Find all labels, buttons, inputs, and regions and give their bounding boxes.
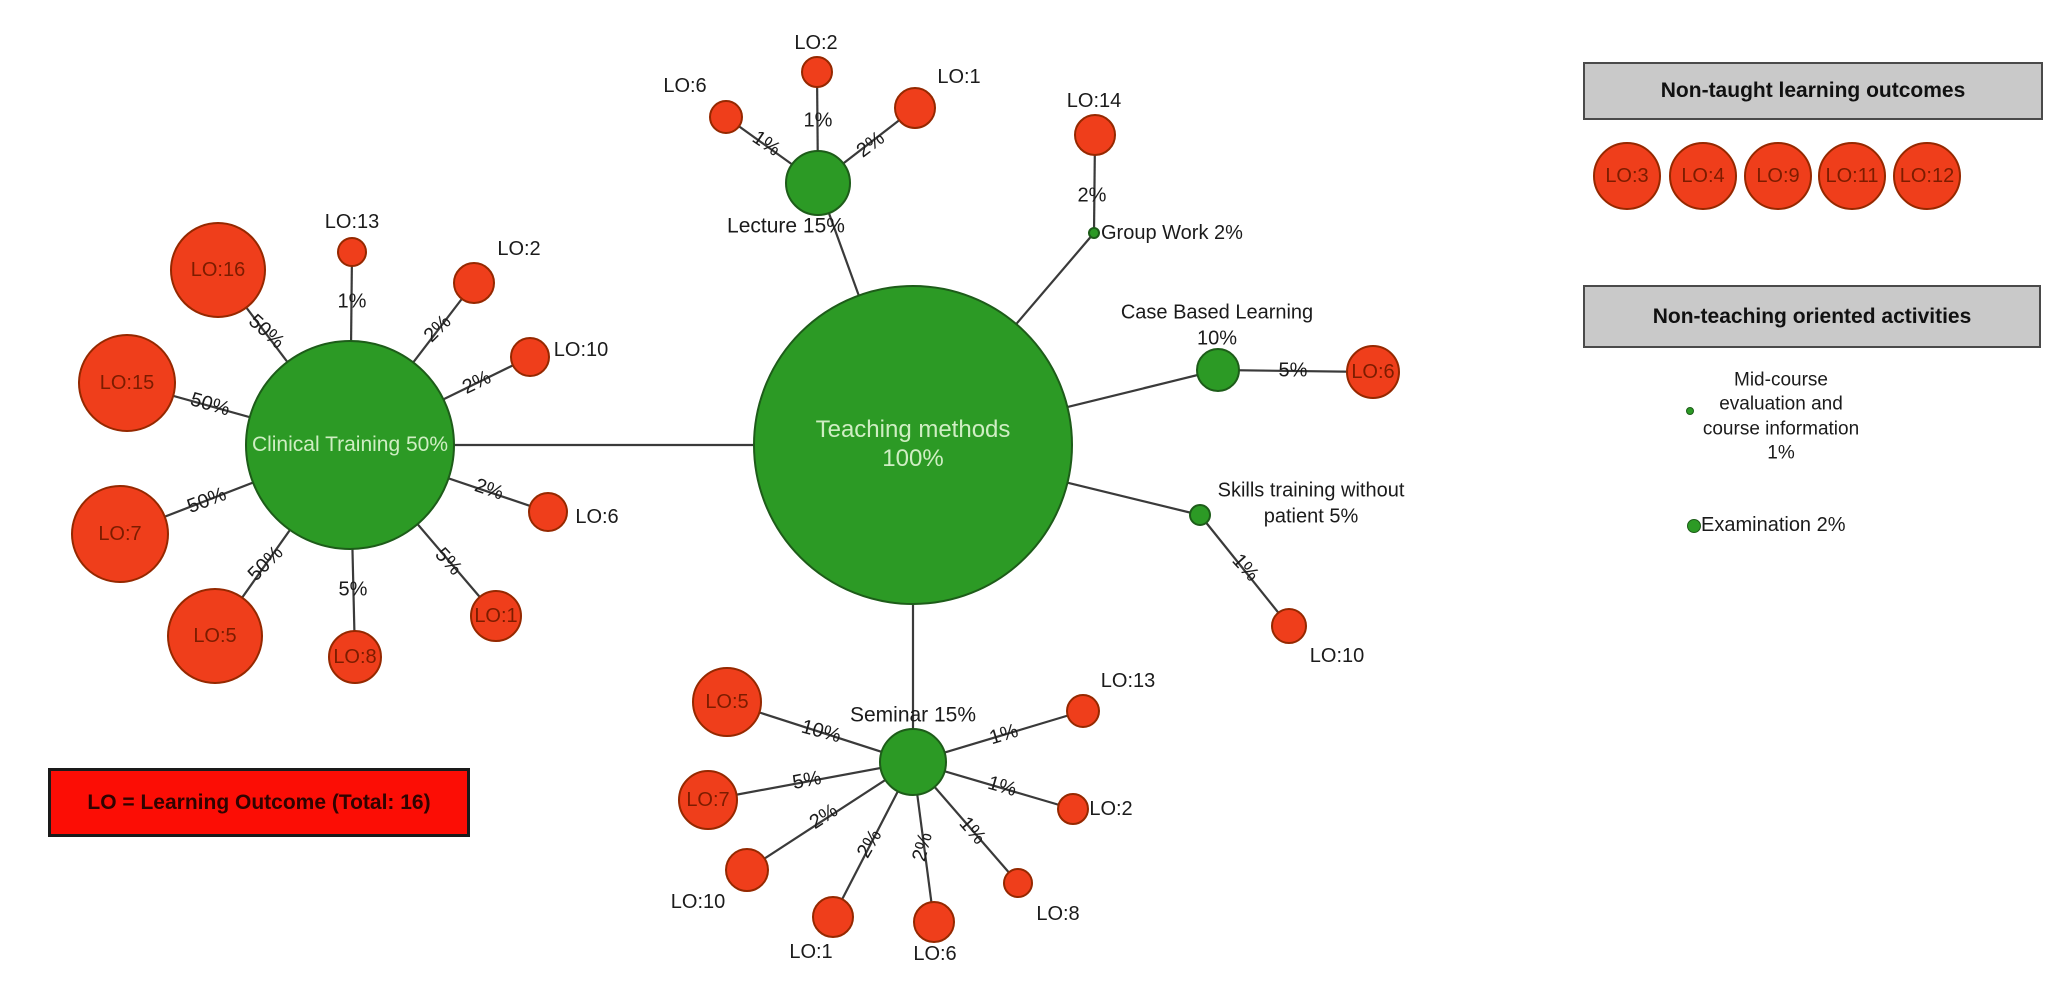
label-lo13s: LO:13 (1100, 670, 1156, 693)
non-taught-header: Non-taught learning outcomes (1583, 62, 2043, 120)
label-lo6l: LO:6 (663, 75, 707, 98)
node-lo15: LO:15 (78, 334, 176, 432)
node-lo4-panel: LO:4 (1669, 142, 1737, 210)
label-lo10s: LO:10 (1309, 645, 1365, 668)
node-lo7s: LO:7 (678, 770, 738, 830)
node-label-tm: Teaching methods 100% (815, 416, 1011, 472)
node-lec (785, 150, 851, 216)
node-lo1s (812, 896, 854, 938)
node-label-lo1c: LO:1 (474, 605, 518, 627)
node-sem (879, 728, 947, 796)
node-lo6c (528, 492, 568, 532)
node-lo11-panel: LO:11 (1818, 142, 1886, 210)
node-gw (1088, 227, 1100, 239)
node-lo9-panel: LO:9 (1744, 142, 1812, 210)
label-lo8s: LO:8 (1036, 903, 1080, 926)
node-lo6s (913, 901, 955, 943)
node-lo13c (337, 237, 367, 267)
label-lo1s: LO:1 (789, 941, 833, 964)
node-lo2c (453, 262, 495, 304)
node-lo14 (1074, 114, 1116, 156)
label-lo6c: LO:6 (575, 506, 619, 529)
mid-course-label: Mid-course evaluation and course informa… (1702, 369, 1860, 464)
node-ct: Clinical Training 50% (245, 340, 455, 550)
node-lo3-panel: LO:3 (1593, 142, 1661, 210)
label-cbl: Case Based Learning 10% (1120, 301, 1314, 349)
examination-label: Examination 2% (1701, 514, 1846, 537)
node-lo10s (1271, 608, 1307, 644)
label-lo14: LO:14 (1066, 90, 1122, 113)
edge-pct-ct-lo8c: 5% (338, 578, 368, 601)
node-label-lo5s: LO:5 (705, 691, 749, 713)
node-lo8c: LO:8 (328, 630, 382, 684)
node-tm: Teaching methods 100% (753, 285, 1073, 605)
edge-pct-ct-lo13c: 1% (337, 290, 367, 313)
non-teaching-header: Non-teaching oriented activities (1583, 285, 2041, 348)
node-lo5c: LO:5 (167, 588, 263, 684)
edge-pct-cbl-lo6b: 5% (1278, 359, 1308, 382)
node-lo2s (1057, 793, 1089, 825)
node-lo10c (510, 337, 550, 377)
node-skills (1189, 504, 1211, 526)
label-lo6s: LO:6 (913, 943, 957, 966)
node-lo12-panel: LO:12 (1893, 142, 1961, 210)
lo-note-box: LO = Learning Outcome (Total: 16) (48, 768, 470, 837)
node-label-lo11: LO:11 (1825, 165, 1879, 187)
node-label-lo4: LO:4 (1681, 165, 1725, 187)
node-lo16: LO:16 (170, 222, 266, 318)
label-gw: Group Work 2% (1101, 222, 1243, 245)
label-lo10m: LO:10 (670, 891, 726, 914)
node-lo8s (1003, 868, 1033, 898)
node-lo7c: LO:7 (71, 485, 169, 583)
node-cbl (1196, 348, 1240, 392)
label-skills: Skills training without patient 5% (1217, 479, 1405, 527)
label-lo2s: LO:2 (1089, 798, 1133, 821)
node-label-lo6b: LO:6 (1351, 361, 1395, 383)
node-label-lo7s: LO:7 (686, 789, 730, 811)
node-label-lo12: LO:12 (1899, 165, 1955, 187)
edge-pct-lec-lo2l: 1% (803, 109, 833, 132)
edge-pct-gw-lo14: 2% (1077, 184, 1107, 207)
node-lo13s (1066, 694, 1100, 728)
node-label-lo7c: LO:7 (98, 523, 142, 545)
label-lo10c: LO:10 (553, 339, 609, 362)
node-label-lo16: LO:16 (190, 259, 246, 281)
label-lo1l: LO:1 (937, 66, 981, 89)
node-label-lo9: LO:9 (1756, 165, 1800, 187)
node-label-lo3: LO:3 (1605, 165, 1649, 187)
node-lo10m (725, 848, 769, 892)
node-lo1c: LO:1 (470, 590, 522, 642)
node-lo6l (709, 100, 743, 134)
node-label-ct: Clinical Training 50% (251, 433, 449, 457)
node-label-lo15: LO:15 (99, 372, 155, 394)
label-lo13c: LO:13 (324, 211, 380, 234)
node-label-lo8c: LO:8 (333, 646, 377, 668)
edge-skills-lo10s (1199, 514, 1290, 627)
node-lo2l (801, 56, 833, 88)
node-label-lo5c: LO:5 (193, 625, 237, 647)
examination-dot (1687, 519, 1701, 533)
node-lo1l (894, 87, 936, 129)
label-lec: Lecture 15% (727, 214, 845, 238)
label-sem: Seminar 15% (849, 703, 977, 727)
node-lo6b: LO:6 (1346, 345, 1400, 399)
label-lo2l: LO:2 (794, 32, 838, 55)
mid-course-dot (1686, 407, 1694, 415)
node-lo5s: LO:5 (692, 667, 762, 737)
label-lo2c: LO:2 (497, 238, 541, 261)
edge-sem-lo7s (707, 760, 914, 802)
